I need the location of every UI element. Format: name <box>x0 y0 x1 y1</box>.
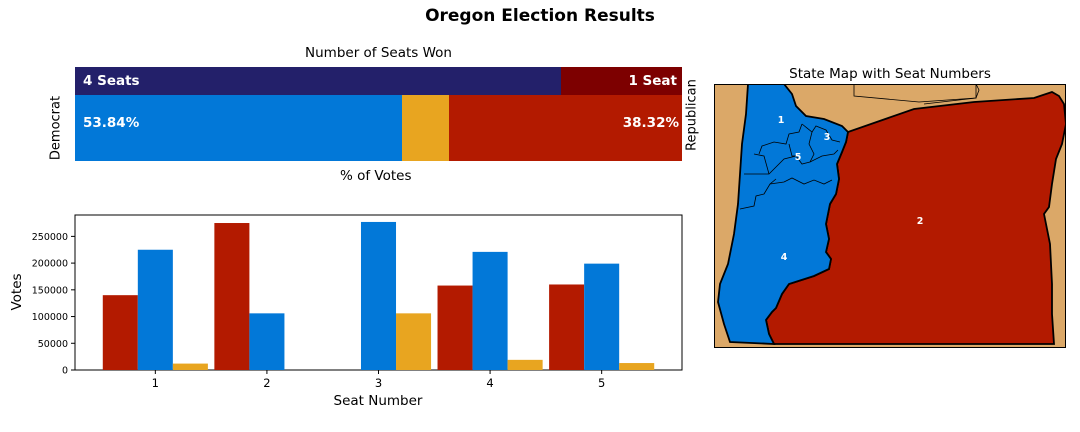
y-tick-label: 150000 <box>32 285 68 296</box>
republican-axis-label: Republican <box>684 79 700 151</box>
map-title: State Map with Seat Numbers <box>789 66 991 82</box>
district-5-label: 5 <box>795 152 802 163</box>
bar-democrat-seat-4 <box>472 251 508 370</box>
x-tick-label: 1 <box>152 376 159 390</box>
y-tick-label: 100000 <box>32 312 68 323</box>
map-frame <box>714 84 1066 348</box>
district-border <box>769 177 833 185</box>
dem-pct-label: 53.84% <box>83 115 140 131</box>
district-2-label: 2 <box>917 216 924 227</box>
dem-seats-segment <box>75 67 561 95</box>
district-border <box>739 178 777 210</box>
x-tick-label: 4 <box>486 376 493 390</box>
dem-seats-label: 4 Seats <box>83 73 140 89</box>
district-border <box>758 123 803 155</box>
y-tick-label: 50000 <box>38 339 68 350</box>
seats-bar: 4 Seats 1 Seat <box>75 67 682 95</box>
district-border <box>744 149 839 175</box>
bar-republican-seat-2 <box>214 223 250 370</box>
other-votes-segment <box>401 95 450 161</box>
rep-seats-label: 1 Seat <box>628 73 677 89</box>
seats-panel-title: Number of Seats Won <box>305 45 452 61</box>
y-tick-label: 200000 <box>32 259 68 270</box>
x-tick-label: 5 <box>598 376 605 390</box>
bar-democrat-seat-1 <box>137 249 173 370</box>
district-3-label: 3 <box>824 132 831 143</box>
oregon-map: 1 2 3 4 5 <box>714 84 1066 348</box>
district-border <box>808 131 815 163</box>
democrat-axis-label: Democrat <box>48 95 64 161</box>
rep-seats-segment <box>560 67 682 95</box>
bar-democrat-seat-5 <box>584 263 620 370</box>
y-tick-label: 250000 <box>32 232 68 243</box>
neighbor-border <box>853 84 977 103</box>
bar-republican-seat-5 <box>549 284 585 370</box>
bar-other-seat-4 <box>507 359 543 370</box>
neighbor-border <box>923 84 980 105</box>
rep-votes-segment <box>449 95 682 161</box>
district-4-label: 4 <box>781 252 788 263</box>
bar-republican-seat-1 <box>102 295 138 370</box>
bar-chart-ylabel: Votes <box>9 273 25 310</box>
x-tick-label: 3 <box>375 376 382 390</box>
main-title: Oregon Election Results <box>425 6 655 26</box>
bar-other-seat-3 <box>396 313 432 370</box>
rep-pct-label: 38.32% <box>622 115 679 131</box>
district-1-label: 1 <box>778 115 785 126</box>
bar-democrat-seat-2 <box>249 313 285 370</box>
bar-other-seat-5 <box>619 363 655 370</box>
district-border <box>801 123 841 143</box>
vote-share-xlabel: % of Votes <box>340 168 412 184</box>
districts-west <box>717 84 849 345</box>
votes-bar-chart: 0 50000 100000 150000 200000 250000 1 2 3 4 5 Sea… <box>9 214 683 409</box>
bar-republican-seat-4 <box>437 285 473 370</box>
vote-share-bar: 53.84% 38.32% <box>75 95 682 161</box>
y-tick-label: 0 <box>62 366 68 377</box>
bar-other-seat-1 <box>172 363 208 370</box>
district-border <box>753 153 770 175</box>
dem-votes-segment <box>75 95 402 161</box>
bar-democrat-seat-3 <box>360 221 397 370</box>
bar-chart-xlabel: Seat Number <box>334 393 423 409</box>
district-border <box>788 143 796 157</box>
x-tick-label: 2 <box>263 376 270 390</box>
